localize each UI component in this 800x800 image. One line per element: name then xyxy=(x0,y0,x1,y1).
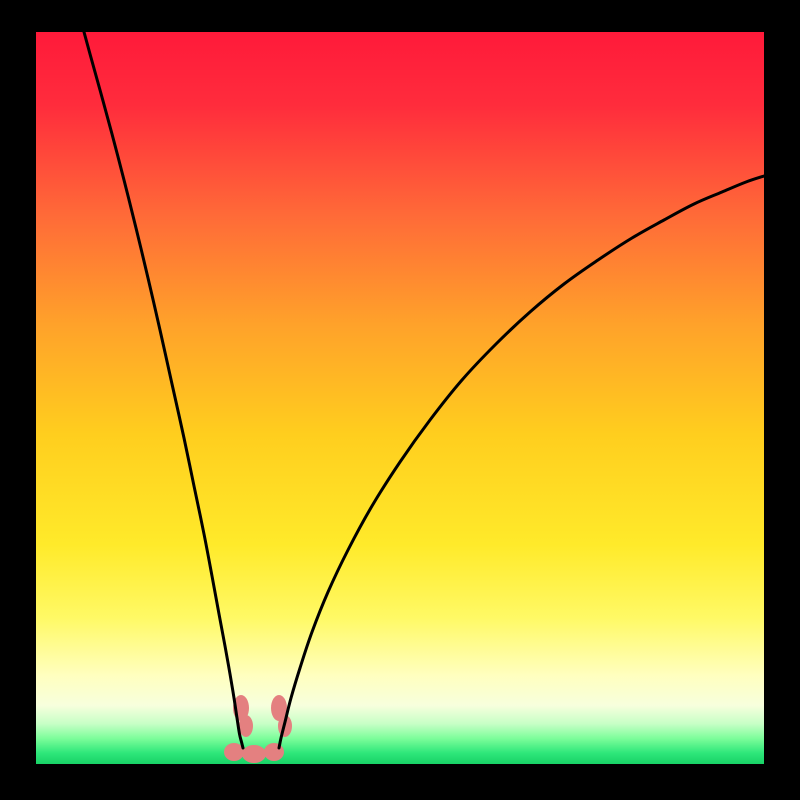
marker-blob-1 xyxy=(239,715,253,737)
marker-blob-5 xyxy=(242,745,266,763)
frame-border-left xyxy=(0,0,36,800)
marker-blob-6 xyxy=(264,743,284,761)
chart-plot-area xyxy=(36,32,764,764)
frame-border-top xyxy=(0,0,800,32)
chart-svg xyxy=(36,32,764,764)
frame-border-right xyxy=(764,0,800,800)
frame-border-bottom xyxy=(0,764,800,800)
gradient-background xyxy=(36,32,764,764)
